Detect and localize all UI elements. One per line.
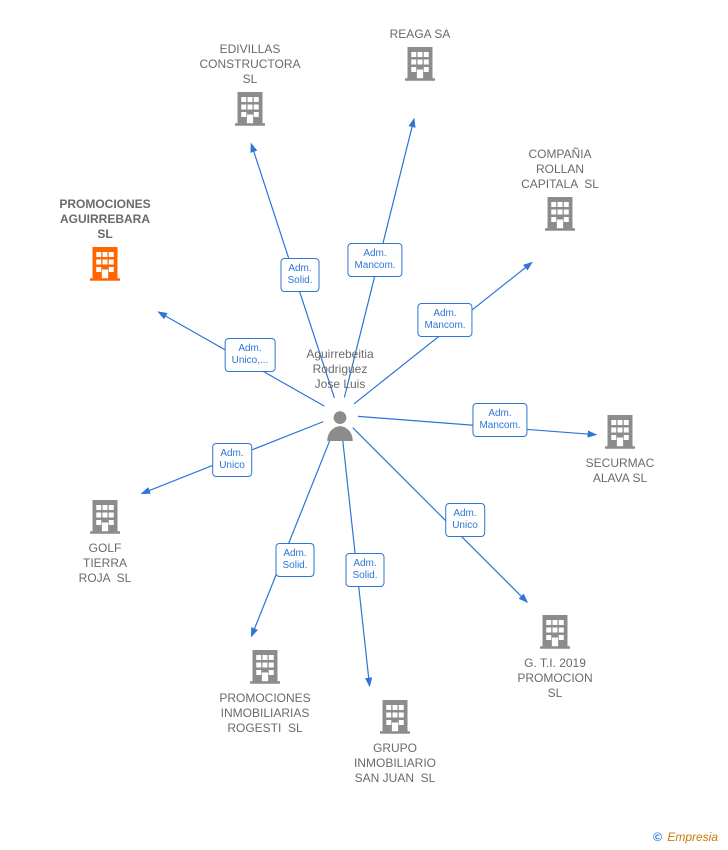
company-node-label: GOLF TIERRA ROJA SL	[35, 541, 175, 586]
watermark-text: Empresia	[667, 830, 718, 844]
edge-label: Adm. Unico	[445, 503, 485, 537]
center-node: Aguirrebeitia Rodriguez Jose Luis	[280, 345, 400, 445]
company-node-label: PROMOCIONES AGUIRREBARA SL	[35, 197, 175, 242]
building-icon	[535, 639, 575, 653]
company-node: PROMOCIONES AGUIRREBARA SL	[35, 195, 175, 286]
building-icon	[600, 439, 640, 453]
building-icon	[85, 271, 125, 285]
edge-label: Adm. Mancom.	[472, 403, 527, 437]
company-node: COMPAÑIA ROLLAN CAPITALA SL	[490, 145, 630, 236]
company-node-label: COMPAÑIA ROLLAN CAPITALA SL	[490, 147, 630, 192]
building-icon	[230, 116, 270, 130]
company-node: G. T.I. 2019 PROMOCION SL	[485, 610, 625, 701]
building-icon	[85, 524, 125, 538]
person-icon	[323, 430, 357, 444]
company-node-label: SECURMAC ALAVA SL	[550, 456, 690, 486]
company-node: PROMOCIONES INMOBILIARIAS ROGESTI SL	[195, 645, 335, 736]
building-icon	[375, 724, 415, 738]
company-node: SECURMAC ALAVA SL	[550, 410, 690, 486]
building-icon	[400, 71, 440, 85]
network-diagram: { "canvas": { "width": 728, "height": 85…	[0, 0, 728, 850]
edge-label: Adm. Mancom.	[347, 243, 402, 277]
copyright-symbol: ©	[653, 830, 662, 844]
edge-label: Adm. Unico,...	[225, 338, 276, 372]
center-node-label: Aguirrebeitia Rodriguez Jose Luis	[280, 347, 400, 392]
edge-label: Adm. Solid.	[275, 543, 314, 577]
edge-label: Adm. Solid.	[345, 553, 384, 587]
company-node-label: GRUPO INMOBILIARIO SAN JUAN SL	[325, 741, 465, 786]
edge-line	[251, 432, 333, 637]
company-node: EDIVILLAS CONSTRUCTORA SL	[180, 40, 320, 131]
building-icon	[245, 674, 285, 688]
company-node-label: PROMOCIONES INMOBILIARIAS ROGESTI SL	[195, 691, 335, 736]
building-icon	[540, 221, 580, 235]
company-node: GOLF TIERRA ROJA SL	[35, 495, 175, 586]
company-node-label: G. T.I. 2019 PROMOCION SL	[485, 656, 625, 701]
company-node: REAGA SA	[350, 25, 490, 86]
edge-label: Adm. Mancom.	[417, 303, 472, 337]
edge-label: Adm. Solid.	[280, 258, 319, 292]
company-node: GRUPO INMOBILIARIO SAN JUAN SL	[325, 695, 465, 786]
watermark: © Empresia	[653, 830, 718, 844]
company-node-label: REAGA SA	[350, 27, 490, 42]
company-node-label: EDIVILLAS CONSTRUCTORA SL	[180, 42, 320, 87]
edge-label: Adm. Unico	[212, 443, 252, 477]
